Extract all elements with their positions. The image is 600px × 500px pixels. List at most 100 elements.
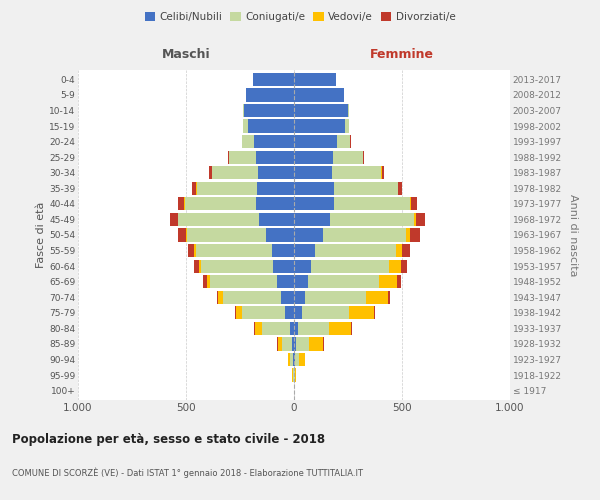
Bar [402, 244, 410, 257]
Bar [266, 228, 294, 241]
Bar [278, 338, 282, 350]
Bar [243, 104, 244, 117]
Bar [257, 182, 294, 195]
Bar [379, 275, 397, 288]
Bar [348, 104, 349, 117]
Bar [334, 198, 410, 210]
Bar [329, 213, 414, 226]
Bar [311, 260, 389, 272]
Bar [302, 306, 349, 320]
Bar [218, 290, 223, 304]
Bar [210, 275, 277, 288]
Bar [351, 322, 352, 335]
Bar [277, 275, 294, 288]
Bar [294, 72, 336, 86]
Bar [187, 228, 266, 241]
Bar [255, 322, 262, 335]
Bar [192, 182, 196, 195]
Y-axis label: Anni di nascita: Anni di nascita [568, 194, 578, 276]
Bar [196, 244, 272, 257]
Bar [406, 228, 410, 241]
Bar [294, 135, 337, 148]
Bar [294, 182, 334, 195]
Bar [294, 150, 333, 164]
Bar [388, 290, 390, 304]
Bar [254, 322, 255, 335]
Bar [292, 338, 294, 350]
Bar [259, 213, 294, 226]
Bar [309, 338, 323, 350]
Bar [188, 244, 194, 257]
Bar [294, 198, 334, 210]
Bar [294, 275, 308, 288]
Legend: Celibi/Nubili, Coniugati/e, Vedovi/e, Divorziati/e: Celibi/Nubili, Coniugati/e, Vedovi/e, Di… [140, 8, 460, 26]
Bar [294, 213, 329, 226]
Bar [248, 120, 294, 132]
Bar [410, 228, 420, 241]
Bar [314, 244, 395, 257]
Bar [345, 120, 349, 132]
Bar [389, 260, 401, 272]
Bar [286, 306, 294, 320]
Y-axis label: Fasce di età: Fasce di età [36, 202, 46, 268]
Bar [397, 275, 401, 288]
Bar [293, 353, 294, 366]
Bar [349, 306, 374, 320]
Bar [308, 275, 379, 288]
Bar [294, 306, 302, 320]
Bar [410, 198, 417, 210]
Bar [294, 338, 296, 350]
Bar [244, 104, 294, 117]
Bar [178, 228, 186, 241]
Bar [382, 166, 384, 179]
Bar [282, 338, 292, 350]
Bar [197, 182, 257, 195]
Bar [294, 166, 332, 179]
Bar [337, 135, 350, 148]
Bar [262, 322, 290, 335]
Bar [294, 120, 345, 132]
Bar [416, 213, 425, 226]
Bar [209, 166, 212, 179]
Bar [228, 150, 229, 164]
Bar [272, 244, 294, 257]
Bar [223, 290, 281, 304]
Bar [299, 353, 305, 366]
Bar [294, 260, 311, 272]
Bar [201, 260, 274, 272]
Bar [295, 353, 299, 366]
Bar [294, 104, 348, 117]
Bar [235, 306, 236, 320]
Bar [178, 213, 259, 226]
Bar [290, 353, 293, 366]
Bar [259, 166, 294, 179]
Bar [305, 290, 367, 304]
Bar [323, 228, 406, 241]
Bar [217, 290, 218, 304]
Bar [242, 306, 286, 320]
Bar [247, 88, 294, 102]
Bar [333, 150, 363, 164]
Bar [294, 290, 305, 304]
Bar [274, 260, 294, 272]
Bar [229, 150, 256, 164]
Text: Femmine: Femmine [370, 48, 434, 60]
Bar [194, 260, 199, 272]
Bar [281, 290, 294, 304]
Bar [256, 198, 294, 210]
Bar [298, 322, 329, 335]
Bar [185, 198, 256, 210]
Bar [243, 120, 248, 132]
Bar [294, 322, 298, 335]
Bar [254, 135, 294, 148]
Bar [401, 260, 407, 272]
Bar [294, 228, 323, 241]
Bar [212, 166, 259, 179]
Bar [295, 368, 296, 382]
Bar [367, 290, 388, 304]
Bar [398, 182, 402, 195]
Bar [332, 166, 382, 179]
Bar [329, 322, 351, 335]
Bar [256, 150, 294, 164]
Bar [242, 135, 254, 148]
